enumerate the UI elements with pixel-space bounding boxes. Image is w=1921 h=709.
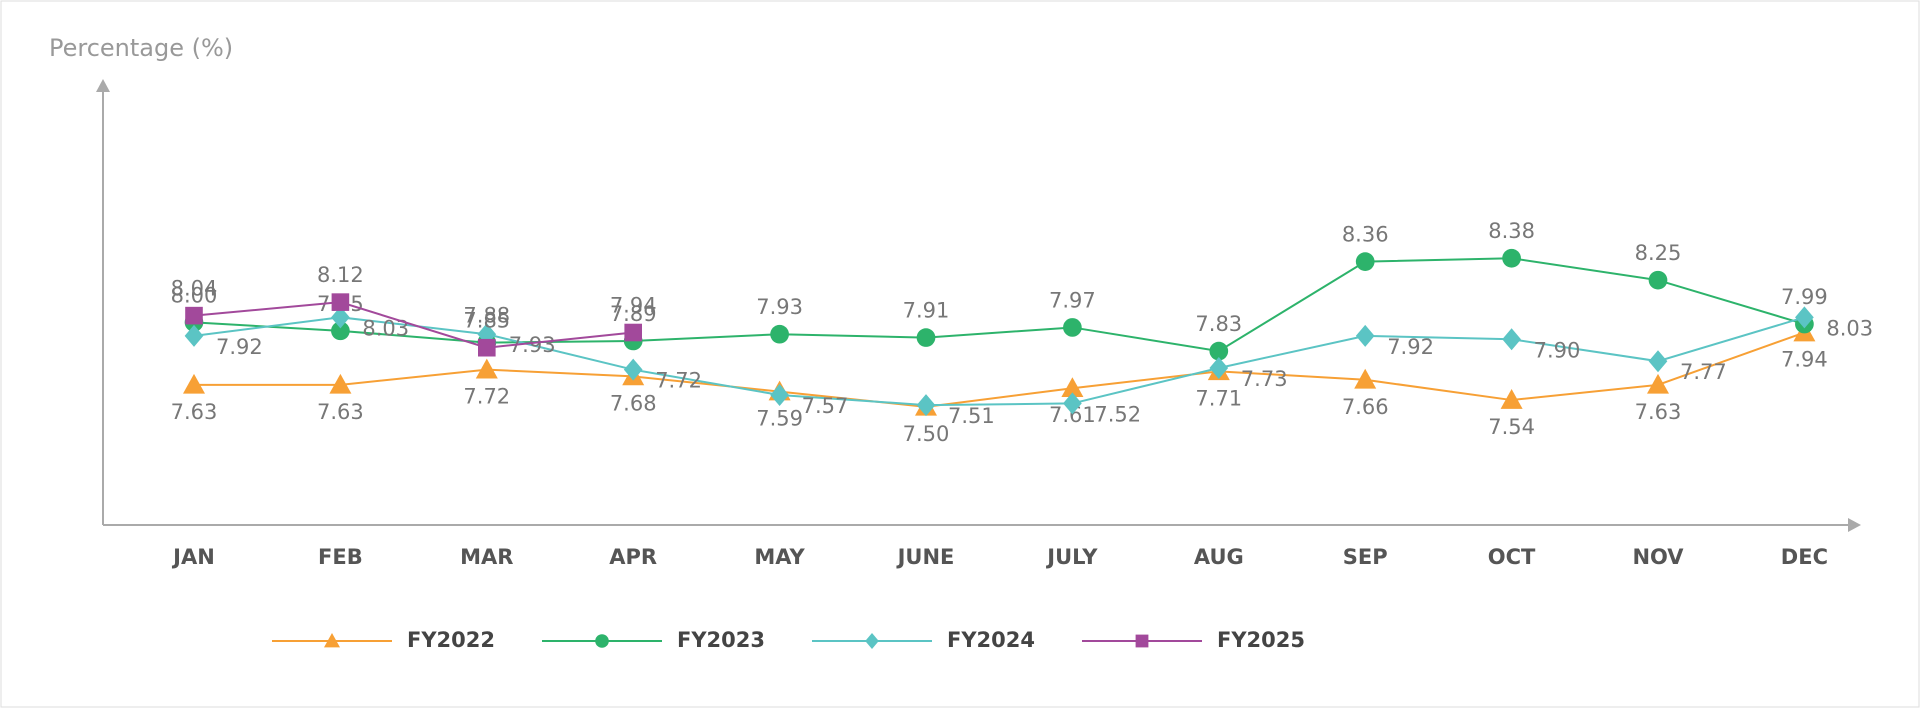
data-point bbox=[329, 373, 352, 394]
data-point bbox=[331, 321, 350, 341]
x-tick-label: MAR bbox=[460, 545, 513, 569]
value-label: 8.04 bbox=[171, 277, 218, 301]
data-point bbox=[1648, 270, 1668, 290]
data-point bbox=[1795, 306, 1814, 329]
data-point bbox=[184, 324, 204, 347]
value-label: 7.72 bbox=[655, 369, 702, 393]
value-label: 7.94 bbox=[610, 294, 657, 318]
data-point bbox=[1648, 350, 1668, 373]
value-label: 8.25 bbox=[1635, 241, 1682, 265]
data-point bbox=[1209, 341, 1229, 361]
value-label: 7.72 bbox=[463, 385, 510, 409]
data-point bbox=[1355, 324, 1375, 347]
x-tick-label: MAY bbox=[754, 545, 805, 569]
value-label: 8.03 bbox=[1826, 316, 1873, 340]
data-point bbox=[1063, 392, 1082, 415]
legend-label: FY2025 bbox=[1217, 628, 1305, 652]
value-label: 7.83 bbox=[1195, 312, 1242, 336]
x-tick-label: JAN bbox=[171, 545, 215, 569]
x-tick-label: NOV bbox=[1632, 545, 1684, 569]
data-point bbox=[770, 324, 789, 344]
data-point bbox=[1500, 389, 1523, 409]
value-label: 8.36 bbox=[1342, 223, 1389, 247]
value-label: 8.12 bbox=[317, 263, 364, 287]
data-point bbox=[475, 358, 498, 379]
value-label: 7.99 bbox=[1781, 285, 1828, 309]
value-label: 8.03 bbox=[362, 316, 409, 340]
value-label: 7.57 bbox=[802, 394, 849, 418]
value-label: 7.63 bbox=[1635, 400, 1682, 424]
data-point bbox=[1355, 252, 1375, 271]
y-axis-label: Percentage (%) bbox=[49, 34, 233, 62]
value-label: 7.51 bbox=[948, 404, 995, 428]
legend-marker bbox=[1135, 634, 1149, 648]
x-tick-label: JUNE bbox=[896, 545, 955, 569]
value-label: 7.85 bbox=[463, 309, 510, 333]
value-label: 7.92 bbox=[1387, 335, 1434, 359]
x-tick-label: OCT bbox=[1488, 545, 1536, 569]
value-label: 7.50 bbox=[903, 422, 950, 446]
value-label: 7.68 bbox=[610, 391, 657, 415]
value-label: 7.97 bbox=[1049, 288, 1096, 312]
x-tick-label: JULY bbox=[1045, 545, 1098, 569]
legend-marker bbox=[865, 633, 879, 649]
data-point bbox=[916, 394, 936, 417]
series-line bbox=[194, 331, 1805, 408]
data-point bbox=[1209, 356, 1229, 379]
legend-label: FY2022 bbox=[407, 628, 495, 652]
data-point bbox=[623, 358, 643, 381]
x-tick-label: DEC bbox=[1781, 545, 1828, 569]
data-point bbox=[1061, 377, 1084, 398]
y-axis-arrow bbox=[96, 79, 110, 92]
data-point bbox=[1502, 248, 1521, 268]
data-point bbox=[331, 306, 350, 329]
legend-label: FY2023 bbox=[677, 628, 765, 652]
data-point bbox=[1354, 368, 1377, 389]
value-label: 7.94 bbox=[1781, 348, 1828, 372]
value-label: 7.66 bbox=[1342, 395, 1389, 419]
data-point bbox=[916, 328, 936, 347]
value-label: 8.38 bbox=[1488, 219, 1535, 243]
value-label: 7.71 bbox=[1195, 386, 1242, 410]
data-point bbox=[478, 338, 496, 357]
legend-label: FY2024 bbox=[947, 628, 1035, 652]
x-tick-label: FEB bbox=[318, 545, 363, 569]
value-label: 7.73 bbox=[1241, 367, 1288, 391]
legend-marker bbox=[595, 634, 609, 648]
value-label: 7.52 bbox=[1094, 402, 1141, 426]
data-point bbox=[1502, 328, 1521, 351]
x-tick-label: APR bbox=[609, 545, 657, 569]
data-point bbox=[1647, 373, 1669, 394]
value-label: 7.89 bbox=[610, 302, 657, 326]
series-line bbox=[193, 316, 1805, 407]
data-point bbox=[1063, 318, 1082, 337]
value-label: 7.63 bbox=[317, 400, 364, 424]
value-label: 7.92 bbox=[216, 335, 263, 359]
series-line bbox=[193, 257, 1805, 353]
data-point bbox=[185, 306, 203, 325]
x-tick-label: AUG bbox=[1194, 545, 1244, 569]
data-point bbox=[331, 293, 350, 311]
value-label: 8.00 bbox=[171, 283, 218, 307]
value-label: 7.77 bbox=[1680, 360, 1727, 384]
value-label: 7.91 bbox=[903, 299, 950, 323]
value-label: 7.54 bbox=[1488, 415, 1535, 439]
x-tick-label: SEP bbox=[1343, 545, 1388, 569]
series-line bbox=[193, 301, 634, 349]
legend-marker bbox=[324, 633, 340, 648]
value-label: 7.90 bbox=[1534, 338, 1581, 362]
value-label: 7.59 bbox=[756, 407, 803, 431]
data-point bbox=[624, 323, 642, 342]
x-axis-arrow bbox=[1848, 518, 1861, 532]
data-point bbox=[770, 383, 789, 406]
data-point bbox=[183, 373, 205, 394]
value-label: 7.63 bbox=[171, 400, 218, 424]
value-label: 7.93 bbox=[756, 295, 803, 319]
